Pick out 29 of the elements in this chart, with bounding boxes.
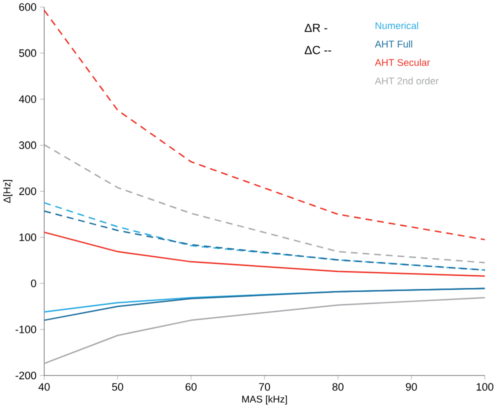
line-series xyxy=(44,297,486,364)
y-axis-title: Δ[Hz] xyxy=(3,180,12,204)
annotation: ΔC -- xyxy=(304,46,332,54)
x-tick-label: 70 xyxy=(259,383,270,391)
y-tick-label: 400 xyxy=(18,95,36,104)
x-axis-title: MAS [kHz] xyxy=(242,396,287,405)
text: AHT 2nd order xyxy=(374,77,439,85)
y-tick-label: -100 xyxy=(16,326,36,334)
x-tick-label: 90 xyxy=(406,383,417,391)
annotation: ΔR - xyxy=(304,24,328,32)
text: AHT Full xyxy=(374,40,412,48)
x-tick-label: 100 xyxy=(476,383,494,391)
line-series xyxy=(44,288,486,322)
x-tick-label: 40 xyxy=(38,383,50,391)
y-tick-label: 300 xyxy=(19,142,36,150)
x-tick-label: 50 xyxy=(112,383,124,391)
x-tick-label: 80 xyxy=(332,383,344,391)
y-tick-label: 0 xyxy=(31,280,36,288)
y-tick-label: 600 xyxy=(19,3,36,11)
text: AHT Secular xyxy=(374,58,430,66)
y-tick-label: -200 xyxy=(16,372,36,380)
text: Numerical xyxy=(376,22,418,30)
line-series xyxy=(44,232,486,277)
y-tick-label: 100 xyxy=(20,234,36,242)
y-tick-label: 500 xyxy=(19,49,36,58)
line-series xyxy=(44,10,486,240)
line-series xyxy=(44,144,486,264)
y-tick-label: 200 xyxy=(19,188,36,196)
x-tick-label: 60 xyxy=(186,383,197,391)
